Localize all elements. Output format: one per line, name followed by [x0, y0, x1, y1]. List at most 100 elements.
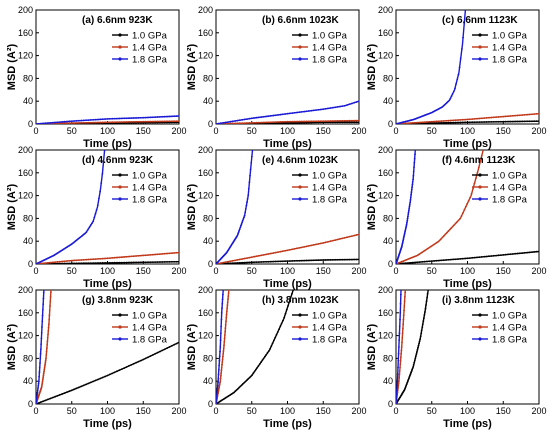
x-tick-label: 150	[136, 126, 151, 136]
panel-title: (d) 4.6nm 923K	[82, 155, 154, 166]
legend-entry: 1.8 GPa	[112, 195, 168, 206]
legend-label: 1.0 GPa	[312, 311, 348, 322]
data-point	[285, 308, 288, 311]
data-point	[41, 320, 44, 323]
data-point	[428, 246, 431, 249]
data-point	[329, 240, 332, 243]
data-point	[401, 337, 404, 339]
data-point	[267, 260, 270, 263]
data-point	[281, 260, 284, 263]
data-point	[221, 302, 224, 305]
data-point	[219, 346, 222, 348]
data-point	[49, 305, 51, 307]
data-point	[161, 115, 164, 118]
data-point	[317, 108, 320, 111]
data-point	[270, 345, 273, 347]
data-point	[435, 120, 438, 123]
data-point	[171, 120, 173, 123]
data-point	[125, 261, 128, 264]
data-point	[397, 366, 399, 369]
data-point	[430, 260, 433, 262]
data-point	[38, 366, 41, 369]
data-point	[399, 302, 402, 305]
data-point	[399, 359, 402, 362]
data-point	[161, 253, 164, 255]
data-point	[462, 212, 464, 214]
data-point	[253, 370, 256, 373]
legend-entry: 1.8 GPa	[292, 55, 348, 66]
data-point	[396, 380, 399, 383]
data-point	[250, 117, 253, 120]
data-point	[327, 107, 329, 110]
data-point	[274, 121, 277, 123]
data-point	[99, 121, 102, 124]
data-point	[36, 394, 38, 396]
data-point	[49, 122, 52, 124]
data-point	[454, 119, 457, 122]
data-point	[237, 233, 239, 236]
data-point	[154, 116, 157, 119]
data-point	[231, 392, 234, 395]
series-markers-3	[396, 150, 417, 264]
series-markers-2	[36, 251, 179, 264]
data-point	[66, 391, 68, 393]
data-point	[92, 262, 95, 264]
data-point	[413, 361, 416, 364]
data-point	[432, 243, 435, 246]
x-tick-label: 200	[171, 266, 186, 276]
data-point	[159, 350, 161, 353]
data-point	[533, 120, 536, 123]
data-point	[286, 112, 289, 115]
data-point	[175, 260, 178, 263]
data-point	[42, 376, 45, 379]
legend-entry: 1.8 GPa	[112, 335, 168, 346]
data-point	[132, 117, 135, 119]
data-point	[222, 347, 225, 350]
data-point	[267, 350, 270, 352]
data-point	[353, 119, 356, 122]
data-point	[355, 119, 358, 122]
data-point	[85, 258, 87, 261]
x-tick-label: 50	[427, 266, 437, 276]
data-point	[49, 300, 52, 303]
data-point	[101, 173, 104, 175]
data-point	[435, 241, 438, 244]
data-point	[411, 256, 413, 259]
series-area	[216, 100, 359, 124]
data-point	[82, 262, 85, 264]
y-tick-label: 160	[18, 168, 33, 178]
series-markers-1	[216, 258, 359, 264]
data-point	[348, 119, 351, 122]
data-point	[410, 370, 413, 373]
data-point	[218, 359, 221, 362]
x-tick-label: 100	[100, 266, 115, 276]
data-point	[248, 261, 251, 264]
data-point	[109, 117, 111, 120]
data-point	[216, 394, 218, 396]
y-tick-label: 80	[23, 353, 33, 363]
data-point	[222, 122, 225, 124]
series-line-3	[36, 290, 45, 404]
data-point	[418, 342, 420, 345]
legend-label: 1.0 GPa	[492, 31, 528, 42]
data-point	[483, 121, 486, 123]
data-point	[97, 378, 99, 381]
data-point	[526, 251, 528, 254]
y-tick-label: 0	[28, 119, 33, 129]
x-tick-label: 100	[280, 126, 295, 136]
legend-marker	[478, 185, 482, 189]
x-tick-label: 200	[351, 126, 366, 136]
data-point	[37, 384, 40, 387]
series-area	[216, 290, 295, 404]
data-point	[47, 333, 49, 336]
data-point	[137, 360, 140, 363]
data-point	[471, 121, 474, 124]
data-point	[42, 303, 45, 306]
data-point	[45, 357, 47, 360]
series-area	[396, 150, 539, 264]
data-point	[308, 120, 310, 123]
data-point	[419, 252, 422, 255]
data-point	[269, 252, 272, 255]
data-point	[49, 261, 52, 264]
legend-label: 1.4 GPa	[312, 323, 348, 334]
